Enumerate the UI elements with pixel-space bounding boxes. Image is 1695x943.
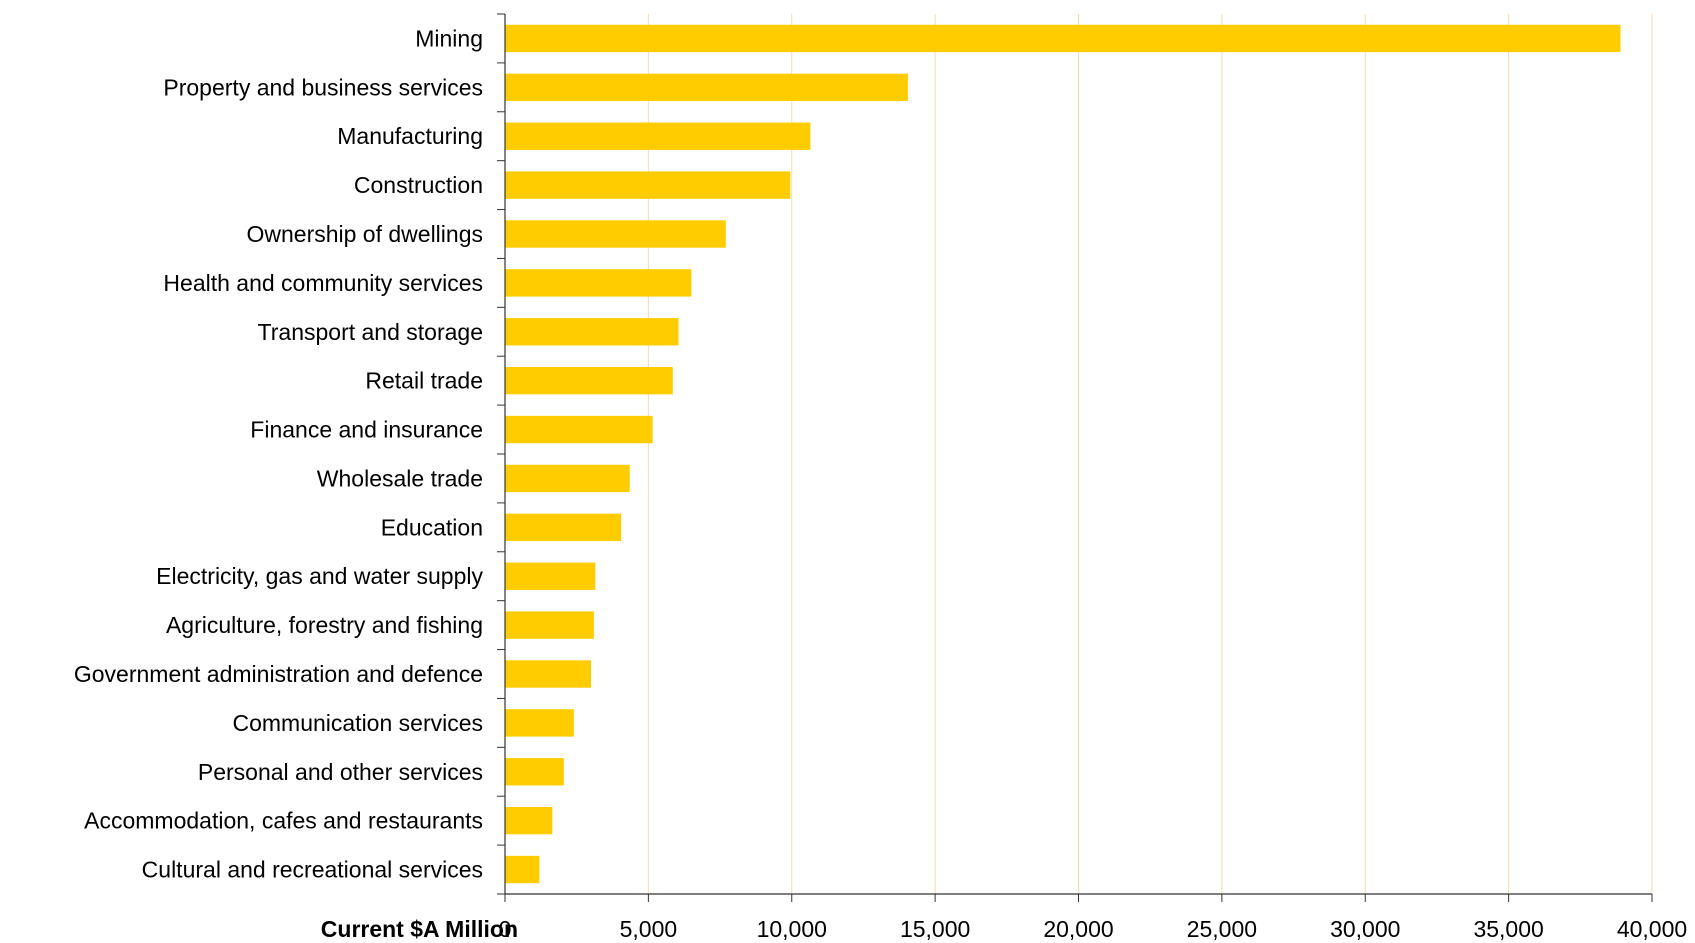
category-label: Government administration and defence — [74, 661, 483, 687]
bar — [505, 758, 564, 786]
gridlines — [647, 14, 1653, 894]
category-label: Manufacturing — [337, 123, 483, 149]
category-label: Personal and other services — [198, 759, 483, 785]
x-tick-label: 5,000 — [620, 916, 678, 942]
category-label: Finance and insurance — [250, 417, 483, 443]
bar — [505, 122, 811, 150]
x-tick-label: 25,000 — [1187, 916, 1257, 942]
category-label: Transport and storage — [258, 319, 483, 345]
x-tick-label: 0 — [499, 916, 512, 942]
bar — [505, 806, 553, 835]
category-label: Property and business services — [163, 74, 483, 100]
bar — [505, 171, 791, 199]
bar — [505, 220, 726, 248]
x-tick-label: 35,000 — [1473, 916, 1543, 942]
category-label: Retail trade — [365, 368, 483, 394]
x-tick-label: 10,000 — [757, 916, 827, 942]
bar — [505, 709, 574, 737]
category-labels: Mining Property and business services Manu… — [74, 25, 484, 882]
x-tick-label: 30,000 — [1330, 916, 1400, 942]
bars — [505, 24, 1621, 884]
category-label: Construction — [354, 172, 483, 198]
x-axis-title: Current $A Million — [321, 916, 518, 942]
bar — [505, 513, 622, 542]
category-label: Communication services — [232, 710, 483, 736]
bar — [505, 855, 540, 884]
bar — [505, 562, 596, 590]
bar — [505, 415, 653, 444]
x-tick-label: 15,000 — [900, 916, 970, 942]
bar — [505, 73, 908, 102]
bar — [505, 269, 692, 297]
x-tick-label: 20,000 — [1043, 916, 1113, 942]
bar — [505, 660, 592, 688]
x-tick-labels: 0 5,000 10,000 15,000 20,000 25,000 30,000 35,0… — [499, 916, 1688, 942]
category-label: Cultural and recreational services — [142, 857, 483, 883]
category-label: Agriculture, forestry and fishing — [166, 612, 483, 638]
axes — [497, 13, 1653, 902]
bar — [505, 366, 673, 395]
category-label: Health and community services — [163, 270, 483, 296]
category-label: Ownership of dwellings — [246, 221, 483, 247]
category-label: Accommodation, cafes and restaurants — [84, 808, 483, 834]
category-label: Education — [381, 514, 483, 540]
category-label: Electricity, gas and water supply — [156, 563, 483, 589]
category-label: Wholesale trade — [317, 465, 483, 491]
x-tick-label: 40,000 — [1617, 916, 1687, 942]
bar — [505, 318, 679, 346]
category-label: Mining — [415, 25, 483, 51]
bar — [505, 464, 630, 493]
bar — [505, 24, 1621, 53]
bar — [505, 611, 594, 639]
